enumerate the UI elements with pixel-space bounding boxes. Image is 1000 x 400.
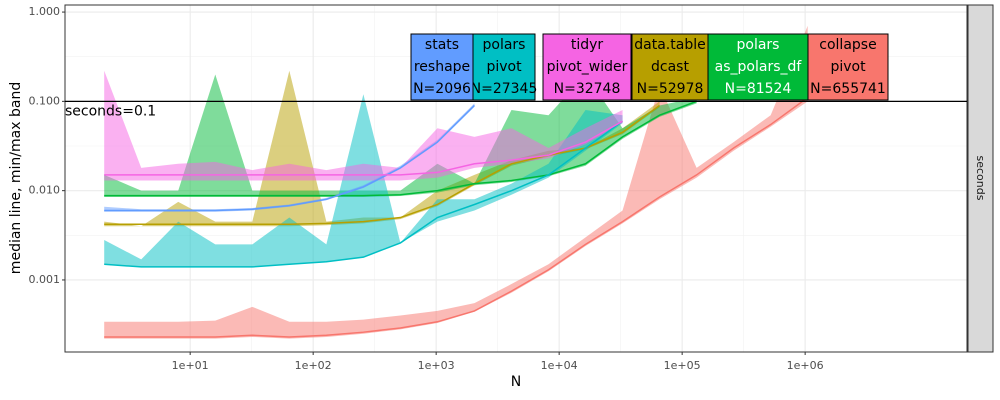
x-tick-label: 1e+03	[418, 359, 455, 372]
x-tick-label: 1e+04	[541, 359, 578, 372]
facet-label: seconds	[974, 156, 987, 201]
median-line	[104, 104, 661, 226]
median-line	[104, 100, 697, 197]
y-tick-label: 0.100	[29, 94, 61, 107]
x-tick-label: 1e+02	[295, 359, 332, 372]
series-label: dcast	[651, 59, 689, 75]
series-label-box	[707, 33, 809, 101]
series-label: N=655741	[810, 81, 886, 97]
series-label-box	[631, 33, 709, 101]
series-label: N=32748	[554, 81, 621, 97]
series-label: N=52978	[637, 81, 704, 97]
series-label: pivot_wider	[547, 59, 628, 75]
series-label-box	[410, 33, 474, 101]
series-label: N=81524	[725, 81, 792, 97]
y-axis-title: median line, min/max band	[8, 82, 24, 274]
series-label: data.table	[634, 37, 705, 53]
series-label: polars	[737, 37, 780, 53]
panel-border	[64, 4, 968, 353]
series-label: as_polars_df	[715, 59, 803, 75]
band	[104, 94, 623, 267]
median-line	[104, 104, 475, 212]
x-tick-label: 1e+06	[787, 359, 824, 372]
series-label: N=2096	[413, 81, 471, 97]
reference-label: seconds=0.1	[65, 103, 156, 119]
series-label-box	[542, 33, 632, 101]
series-label-box	[807, 33, 889, 101]
series-label: polars	[483, 37, 526, 53]
median-line	[104, 120, 623, 176]
series-label: tidyr	[571, 37, 604, 53]
series-label: pivot	[830, 59, 866, 75]
median-line	[104, 120, 623, 268]
x-tick-label: 1e+01	[172, 359, 209, 372]
y-tick-label: 0.001	[29, 273, 61, 286]
series-label: pivot	[486, 59, 522, 75]
band	[104, 70, 623, 181]
y-tick-label: 1.000	[29, 5, 61, 18]
median-line	[104, 97, 809, 338]
series-label: N=27345	[471, 81, 538, 97]
facet-strip	[967, 4, 994, 353]
series-label: stats	[425, 37, 459, 53]
x-tick-label: 1e+05	[664, 359, 701, 372]
y-tick-label: 0.010	[29, 184, 61, 197]
series-label: reshape	[414, 59, 470, 75]
x-axis-title: N	[511, 374, 521, 390]
band	[104, 25, 808, 339]
series-label: collapse	[819, 37, 876, 53]
series-label-box	[472, 33, 536, 101]
